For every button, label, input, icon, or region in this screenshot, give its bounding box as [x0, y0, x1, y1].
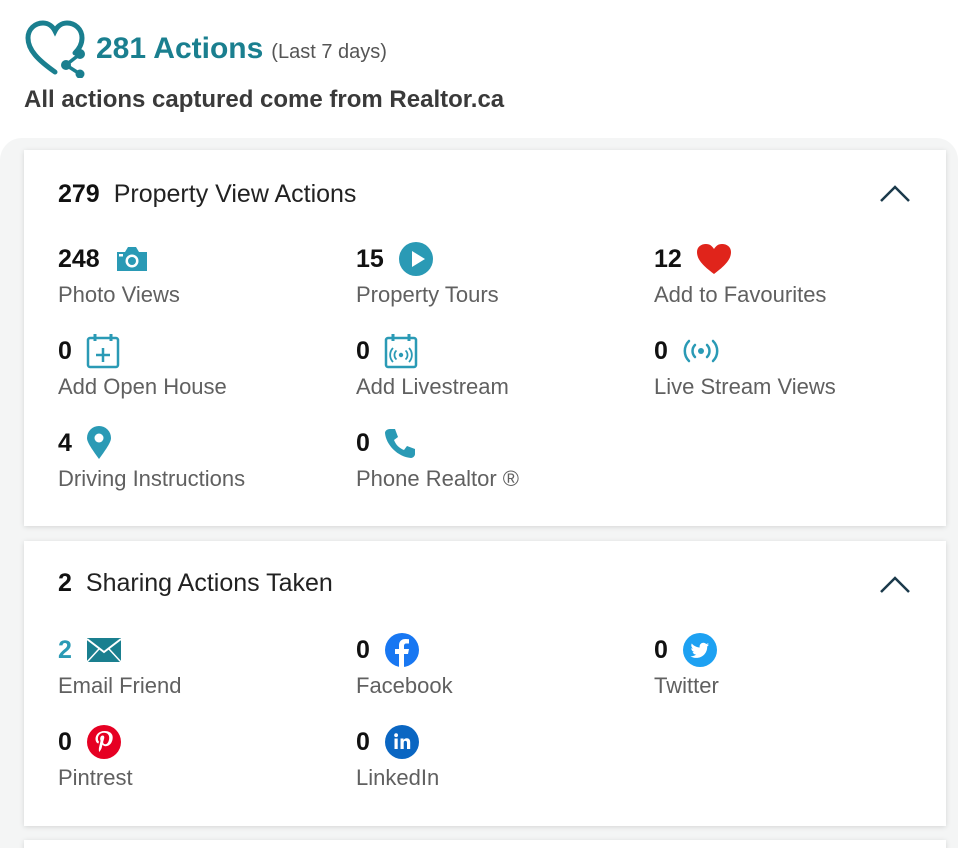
- stat-photo-views: 248 Photo Views: [58, 242, 338, 308]
- stat-value: 4: [58, 428, 72, 457]
- stat-label: LinkedIn: [356, 765, 440, 790]
- chevron-up-icon[interactable]: [878, 573, 912, 595]
- stat-add-livestream: 0 Add Livestream: [356, 334, 636, 400]
- stat-value: 2: [58, 635, 72, 664]
- stat-property-tours: 15 Property Tours: [356, 242, 636, 308]
- stat-phone-realtor: 0 Phone Realtor ®: [356, 426, 636, 492]
- stat-label: Add to Favourites: [654, 282, 827, 307]
- stat-value: 0: [654, 336, 668, 365]
- sharing-actions-count: 2: [58, 569, 72, 597]
- stat-value: 248: [58, 244, 100, 273]
- sharing-actions-title: 2 Sharing Actions Taken: [58, 569, 333, 598]
- broadcast-icon: [682, 334, 720, 368]
- stat-label: Facebook: [356, 673, 453, 698]
- property-view-title: 279 Property View Actions: [58, 180, 356, 209]
- stat-value: 0: [356, 336, 370, 365]
- stat-pinterest: 0 Pintrest: [58, 725, 338, 791]
- camera-icon: [114, 242, 152, 276]
- stat-label: Twitter: [654, 673, 719, 698]
- stat-twitter: 0 Twitter: [654, 633, 934, 699]
- stat-live-stream-views: 0 Live Stream Views: [654, 334, 934, 400]
- phone-icon: [384, 426, 422, 460]
- stat-label: Add Open House: [58, 374, 227, 399]
- stat-driving-instructions: 4 Driving Instructions: [58, 426, 338, 492]
- stat-add-to-favourites: 12 Add to Favourites: [654, 242, 934, 308]
- stat-value: 0: [654, 635, 668, 664]
- stat-label: Pintrest: [58, 765, 133, 790]
- stat-label: Live Stream Views: [654, 374, 836, 399]
- play-circle-icon: [398, 242, 436, 276]
- stat-value: 0: [58, 727, 72, 756]
- stat-value: 0: [58, 336, 72, 365]
- map-pin-icon: [86, 426, 124, 460]
- stat-add-open-house: 0 Add Open House: [58, 334, 338, 400]
- stat-label: Email Friend: [58, 673, 182, 698]
- calendar-plus-icon: [86, 334, 124, 369]
- property-view-count: 279: [58, 180, 100, 208]
- stat-label: Add Livestream: [356, 374, 509, 399]
- heart-icon: [696, 242, 734, 276]
- stat-label: Driving Instructions: [58, 466, 246, 491]
- stat-facebook: 0 Facebook: [356, 633, 636, 699]
- chevron-up-icon[interactable]: [878, 182, 912, 204]
- twitter-icon: [682, 633, 720, 667]
- property-view-label: Property View Actions: [113, 180, 357, 208]
- stat-value: 0: [356, 727, 370, 756]
- property-view-card: 279 Property View Actions 248 Photo View…: [24, 150, 946, 526]
- next-card: [24, 840, 946, 848]
- date-range: (Last 7 days): [271, 40, 387, 63]
- stat-value: 12: [654, 244, 682, 273]
- sharing-actions-label: Sharing Actions Taken: [85, 569, 333, 597]
- linkedin-icon: [384, 725, 422, 759]
- stat-label: Property Tours: [356, 282, 499, 307]
- calendar-broadcast-icon: [384, 334, 422, 369]
- stat-value: 0: [356, 635, 370, 664]
- stat-label: Phone Realtor ®: [356, 466, 519, 491]
- stat-email-friend: 2 Email Friend: [58, 633, 338, 699]
- envelope-icon: [86, 633, 124, 667]
- stat-label: Photo Views: [58, 282, 180, 307]
- stat-value: 15: [356, 244, 384, 273]
- source-note: All actions captured come from Realtor.c…: [24, 86, 505, 113]
- sharing-actions-card: 2 Sharing Actions Taken 2 Email Friend 0…: [24, 541, 946, 826]
- stat-linkedin: 0 LinkedIn: [356, 725, 636, 791]
- heart-share-icon: [25, 20, 85, 78]
- pinterest-icon: [86, 725, 124, 759]
- actions-header: 281 Actions (Last 7 days) All actions ca…: [24, 20, 724, 114]
- facebook-icon: [384, 633, 422, 667]
- total-actions: 281 Actions: [96, 32, 264, 65]
- stat-value: 0: [356, 428, 370, 457]
